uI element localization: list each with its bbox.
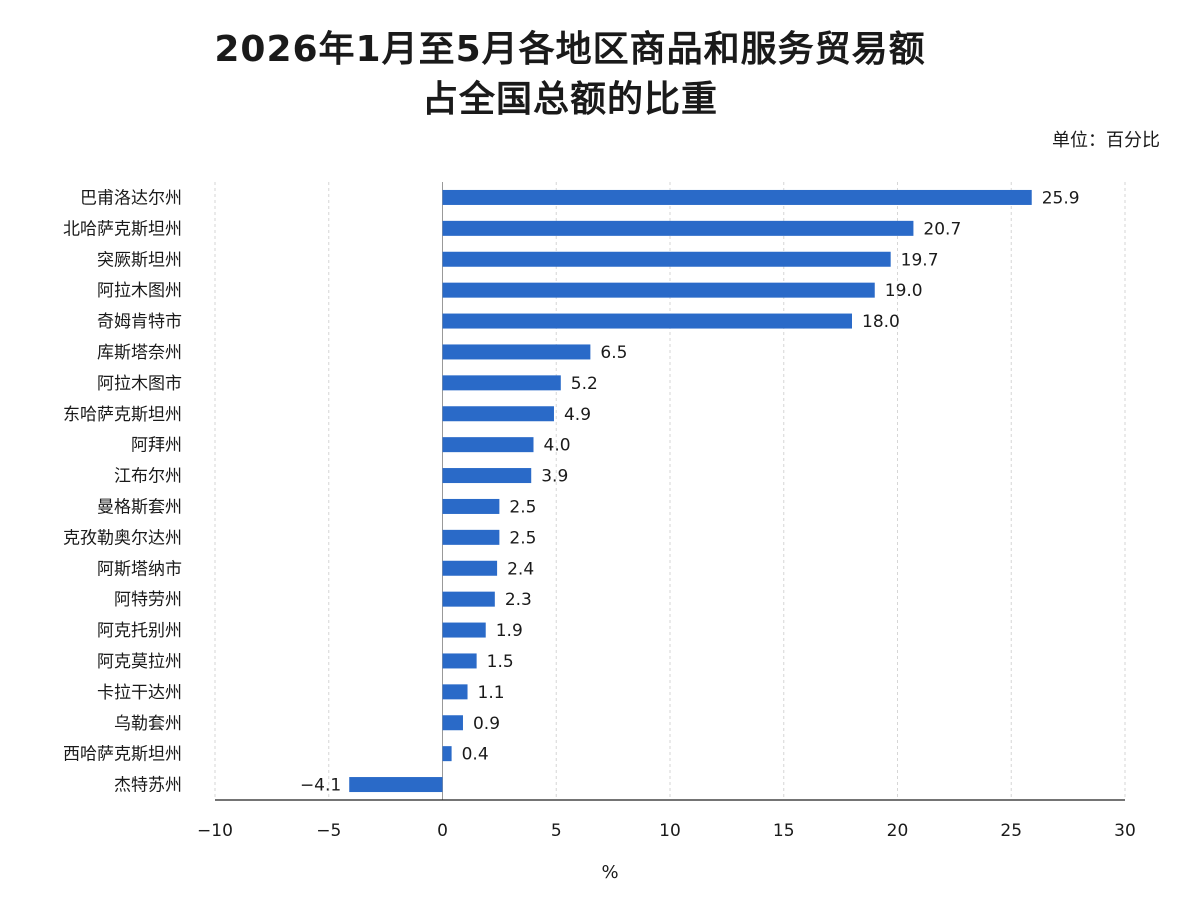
bar [442,313,852,329]
bar [442,498,500,514]
unit-label: 单位：百分比 [1052,130,1160,151]
value-label: 6.5 [600,343,627,363]
category-label: 江布尔州 [114,467,182,487]
category-label: 突厥斯坦州 [97,250,182,270]
bar [442,560,498,576]
value-label: 25.9 [1042,188,1080,208]
category-label: 北哈萨克斯坦州 [63,219,182,239]
bar [442,715,463,731]
value-label: −4.1 [300,776,341,796]
category-label: 库斯塔奈州 [97,343,182,363]
x-tick-label: −5 [316,821,341,841]
bar [442,591,495,607]
bar [442,684,468,700]
x-tick-label: 30 [1114,821,1136,841]
category-label: 巴甫洛达尔州 [80,188,182,208]
value-label: 4.9 [564,405,591,425]
bar [442,529,500,545]
value-label: 4.0 [544,436,571,456]
category-label: 阿拜州 [131,436,182,456]
chart-title-line1: 2026年1月至5月各地区商品和服务贸易额 [214,29,926,70]
bar [442,189,1032,205]
category-label: 卡拉干达州 [97,683,182,703]
category-label: 杰特苏州 [114,776,182,796]
value-label: 18.0 [862,312,900,332]
x-axis-label: % [601,862,618,883]
value-label: 19.7 [901,250,939,270]
category-label: 阿克托别州 [97,621,182,641]
category-label: 阿拉木图市 [97,374,182,394]
value-label: 2.5 [509,528,536,548]
category-label: 乌勒套州 [114,714,182,734]
category-label: 曼格斯套州 [97,497,182,517]
bar [442,746,452,762]
x-tick-label: 15 [773,821,795,841]
value-label: 2.3 [505,590,532,610]
bar [442,282,875,298]
bar [442,344,591,360]
bar [442,220,914,236]
value-label: 2.5 [509,497,536,517]
bar [442,468,532,484]
category-label: 阿拉木图州 [97,281,182,301]
value-label: 1.5 [487,652,514,672]
value-label: 19.0 [885,281,923,301]
x-tick-label: 0 [437,821,448,841]
x-tick-label: 20 [887,821,909,841]
bar [442,622,486,638]
category-label: 阿斯塔纳市 [97,559,182,579]
x-tick-label: 10 [659,821,681,841]
bar [442,437,534,453]
value-label: 1.9 [496,621,523,641]
value-label: 0.4 [462,745,489,765]
category-label: 西哈萨克斯坦州 [63,745,182,765]
bar [442,653,477,669]
value-label: 3.9 [541,467,568,487]
x-tick-label: 5 [551,821,562,841]
bar [442,406,554,422]
bar [442,375,561,391]
bar [349,777,443,793]
x-tick-label: −10 [197,821,233,841]
bar [442,251,891,267]
category-label: 奇姆肯特市 [97,312,182,332]
value-label: 2.4 [507,559,534,579]
chart-title-line2: 占全国总额的比重 [421,79,718,120]
value-label: 0.9 [473,714,500,734]
value-label: 5.2 [571,374,598,394]
category-label: 克孜勒奥尔达州 [63,528,182,548]
category-label: 东哈萨克斯坦州 [63,405,182,425]
x-tick-label: 25 [1000,821,1022,841]
value-label: 1.1 [478,683,505,703]
category-label: 阿特劳州 [114,590,182,610]
value-label: 20.7 [923,219,961,239]
category-label: 阿克莫拉州 [97,652,182,672]
